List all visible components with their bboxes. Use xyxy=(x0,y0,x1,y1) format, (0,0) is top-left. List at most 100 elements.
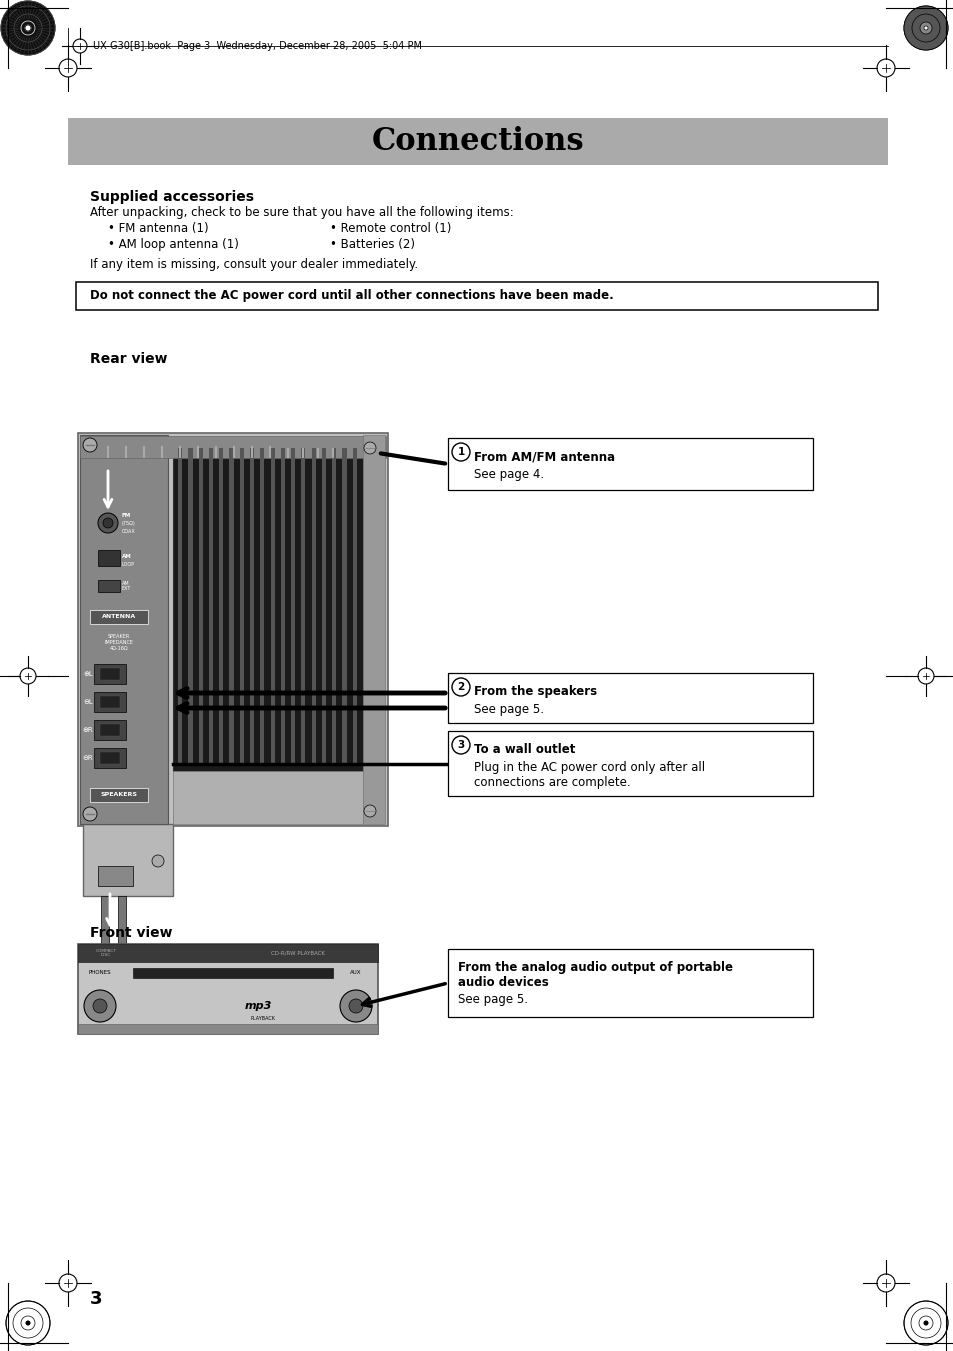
Text: From the speakers: From the speakers xyxy=(474,685,597,698)
Text: See page 4.: See page 4. xyxy=(474,467,543,481)
Text: • AM loop antenna (1): • AM loop antenna (1) xyxy=(108,238,238,251)
Circle shape xyxy=(903,1301,947,1346)
Bar xyxy=(80,436,386,458)
Bar xyxy=(98,866,132,886)
Text: mp3: mp3 xyxy=(244,1001,272,1011)
Text: FM: FM xyxy=(122,513,132,517)
Circle shape xyxy=(92,998,107,1013)
Bar xyxy=(78,434,388,825)
Text: ANTENNA: ANTENNA xyxy=(102,613,136,619)
Text: • FM antenna (1): • FM antenna (1) xyxy=(108,222,209,235)
Bar xyxy=(250,449,253,766)
Text: ⊕R: ⊕R xyxy=(83,727,93,734)
Circle shape xyxy=(364,442,375,454)
Circle shape xyxy=(903,5,947,50)
Text: • Batteries (2): • Batteries (2) xyxy=(330,238,415,251)
Bar xyxy=(100,667,120,680)
Text: Front view: Front view xyxy=(90,925,172,940)
Text: After unpacking, check to be sure that you have all the following items:: After unpacking, check to be sure that y… xyxy=(90,205,514,219)
Bar xyxy=(280,449,285,766)
Bar xyxy=(132,969,333,978)
Text: UX-G30[B].book  Page 3  Wednesday, December 28, 2005  5:04 PM: UX-G30[B].book Page 3 Wednesday, Decembe… xyxy=(92,41,421,51)
Text: Connections: Connections xyxy=(372,126,583,157)
Text: AM
EXT: AM EXT xyxy=(122,581,132,592)
Circle shape xyxy=(26,1321,30,1325)
Text: Rear view: Rear view xyxy=(90,353,168,366)
Bar xyxy=(291,449,294,766)
Text: AM: AM xyxy=(122,554,132,558)
Text: ⊕L: ⊕L xyxy=(83,671,92,677)
Bar xyxy=(448,731,812,796)
Text: (75Ω): (75Ω) xyxy=(122,521,135,526)
Bar xyxy=(78,944,377,1034)
Bar xyxy=(363,435,385,824)
Bar xyxy=(271,449,274,766)
Bar xyxy=(118,896,126,946)
Circle shape xyxy=(911,14,939,42)
Bar xyxy=(172,771,363,824)
Bar xyxy=(209,449,213,766)
Bar xyxy=(321,449,326,766)
Circle shape xyxy=(1,1,55,55)
Circle shape xyxy=(339,990,372,1021)
Bar xyxy=(78,944,377,962)
Text: 3: 3 xyxy=(90,1290,102,1308)
Text: If any item is missing, consult your dealer immediately.: If any item is missing, consult your dea… xyxy=(90,258,417,272)
Text: See page 5.: See page 5. xyxy=(474,703,543,716)
Text: PLAYBACK: PLAYBACK xyxy=(251,1016,275,1020)
Bar xyxy=(448,673,812,723)
Text: AUX: AUX xyxy=(350,970,361,975)
Text: • Remote control (1): • Remote control (1) xyxy=(330,222,451,235)
Text: Do not connect the AC power cord until all other connections have been made.: Do not connect the AC power cord until a… xyxy=(90,289,613,303)
Bar xyxy=(68,118,887,165)
Circle shape xyxy=(919,22,931,34)
Text: CD-R/RW PLAYBACK: CD-R/RW PLAYBACK xyxy=(271,951,325,955)
Bar xyxy=(448,948,812,1017)
Bar xyxy=(98,580,120,592)
Circle shape xyxy=(364,805,375,817)
Circle shape xyxy=(98,513,118,534)
Bar xyxy=(301,449,305,766)
Bar xyxy=(219,449,223,766)
Bar xyxy=(76,282,877,309)
Bar xyxy=(260,449,264,766)
Circle shape xyxy=(6,1301,50,1346)
Circle shape xyxy=(103,517,112,528)
Circle shape xyxy=(452,678,470,696)
Bar xyxy=(342,449,346,766)
Bar xyxy=(94,748,126,767)
Text: LOOP: LOOP xyxy=(122,562,135,566)
Bar xyxy=(101,896,109,946)
Bar xyxy=(332,449,336,766)
Text: 1: 1 xyxy=(456,447,464,457)
Text: COMPACT
DISC: COMPACT DISC xyxy=(95,948,116,957)
Bar xyxy=(172,443,363,771)
Text: From AM/FM antenna: From AM/FM antenna xyxy=(474,450,615,463)
Bar xyxy=(90,611,148,624)
Circle shape xyxy=(83,807,97,821)
Text: SPEAKERS: SPEAKERS xyxy=(100,792,137,797)
Bar xyxy=(353,449,356,766)
Bar xyxy=(230,449,233,766)
Text: From the analog audio output of portable
audio devices: From the analog audio output of portable… xyxy=(457,961,732,989)
Text: 2: 2 xyxy=(456,682,464,692)
Circle shape xyxy=(152,855,164,867)
Text: ⊖R: ⊖R xyxy=(83,755,93,761)
Bar xyxy=(80,435,168,824)
Bar xyxy=(198,449,203,766)
Circle shape xyxy=(923,1321,927,1325)
Circle shape xyxy=(83,438,97,453)
Bar xyxy=(239,449,244,766)
Text: Supplied accessories: Supplied accessories xyxy=(90,190,253,204)
Circle shape xyxy=(452,443,470,461)
Bar xyxy=(100,753,120,765)
Circle shape xyxy=(923,26,927,30)
Circle shape xyxy=(349,998,363,1013)
Text: 3: 3 xyxy=(456,740,464,750)
Bar xyxy=(188,449,193,766)
Text: COAX: COAX xyxy=(122,530,135,534)
Circle shape xyxy=(84,990,116,1021)
Text: To a wall outlet: To a wall outlet xyxy=(474,743,575,757)
Bar xyxy=(312,449,315,766)
Circle shape xyxy=(25,26,30,31)
